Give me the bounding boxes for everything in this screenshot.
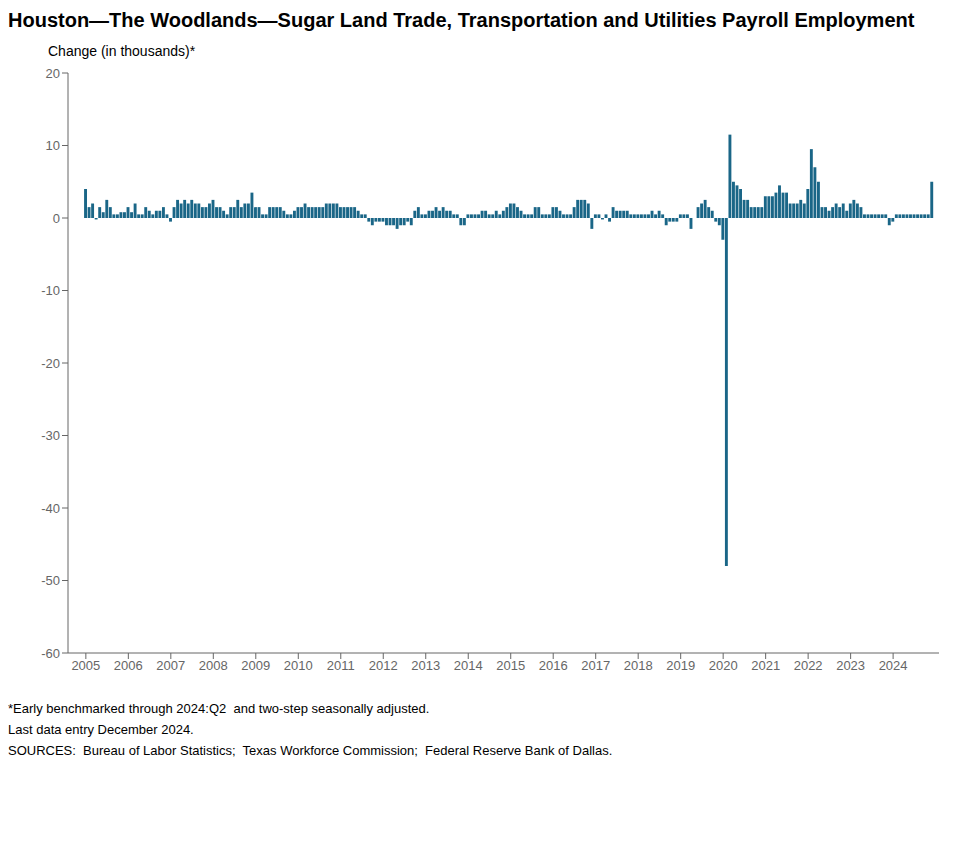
html-text:SOURCES: Bureau of Labor Stati: SOURCES: Bureau of Labor Statistics; Tex… [8, 742, 613, 758]
svg-text:2023: 2023 [836, 658, 865, 673]
svg-text:2007: 2007 [156, 658, 185, 673]
svg-text:2011: 2011 [327, 658, 355, 673]
svg-text:-50: -50 [41, 573, 60, 588]
svg-text:-20: -20 [41, 356, 60, 371]
svg-text:2006: 2006 [114, 658, 143, 673]
svg-text:2010: 2010 [284, 658, 313, 673]
svg-text:2015: 2015 [496, 658, 525, 673]
svg-text:-40: -40 [41, 501, 60, 516]
svg-text:2024: 2024 [879, 658, 908, 673]
html-text:Change (in thousands)*: Change (in thousands)* [48, 43, 196, 59]
svg-text:2014: 2014 [454, 658, 483, 673]
svg-text:2016: 2016 [539, 658, 568, 673]
svg-text:2012: 2012 [369, 658, 398, 673]
svg-text:-30: -30 [41, 428, 60, 443]
svg-text:2018: 2018 [624, 658, 653, 673]
svg-text:2021: 2021 [751, 658, 780, 673]
svg-text:2013: 2013 [411, 658, 440, 673]
svg-text:2022: 2022 [794, 658, 823, 673]
html-text:Last data entry December 2024.: Last data entry December 2024. [8, 721, 194, 737]
svg-text:2019: 2019 [666, 658, 695, 673]
svg-text:20: 20 [46, 66, 60, 81]
svg-text:-60: -60 [41, 646, 60, 661]
html-text:*Early benchmarked through 202: *Early benchmarked through 2024:Q2 and t… [8, 701, 430, 716]
svg-text:2008: 2008 [199, 658, 228, 673]
svg-text:2005: 2005 [71, 658, 100, 673]
svg-text:2020: 2020 [709, 658, 738, 673]
svg-text:2017: 2017 [581, 658, 610, 673]
svg-text:10: 10 [46, 138, 60, 153]
html-text:Houston—The Woodlands—Sugar La: Houston—The Woodlands—Sugar Land Trade, … [8, 9, 915, 31]
svg-text:2009: 2009 [241, 658, 270, 673]
svg-text:-10: -10 [41, 283, 60, 298]
svg-text:0: 0 [53, 211, 60, 226]
